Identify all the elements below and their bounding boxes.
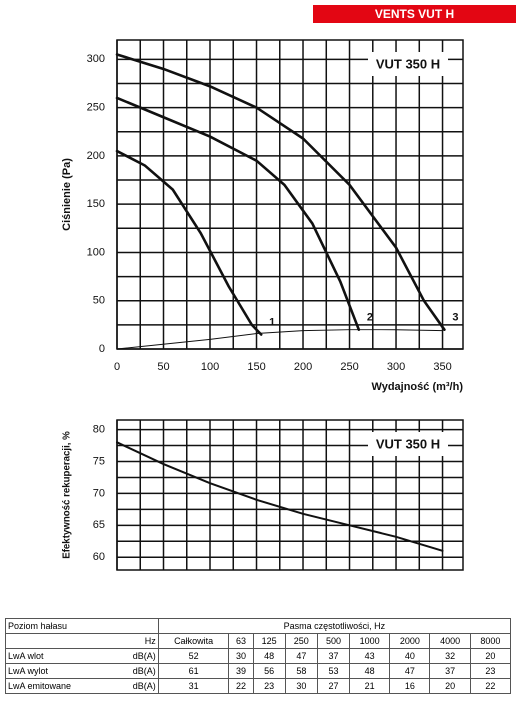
y-tick-label: 60	[93, 551, 105, 563]
x-axis-title: Wydajność (m³/h)	[372, 381, 464, 393]
y-tick-label: 65	[93, 519, 105, 531]
column-header: 8000	[469, 633, 512, 649]
table-row: LwA wlot dB(A) 52 30 48 47 37 43 40 32 20	[5, 648, 512, 664]
cell: 22	[228, 678, 254, 694]
cell: 48	[349, 663, 391, 679]
cell: 40	[389, 648, 431, 664]
unit-header: Hz	[114, 633, 159, 649]
curve	[115, 53, 446, 331]
model-label-text: VUT 350 H	[376, 436, 440, 451]
cell: 61	[157, 663, 230, 679]
row-unit: dB(A)	[114, 663, 159, 679]
cell: 43	[349, 648, 391, 664]
cell: 22	[469, 678, 512, 694]
x-tick-label: 100	[201, 361, 219, 373]
y-tick-label: 250	[87, 102, 105, 114]
column-header: 250	[284, 633, 318, 649]
row-label: LwA wlot	[5, 648, 115, 664]
cell: 37	[429, 663, 471, 679]
row-label: LwA wylot	[5, 663, 115, 679]
cell: 30	[284, 678, 318, 694]
column-header: 500	[316, 633, 351, 649]
curve-label: 2	[367, 312, 373, 324]
table-row: LwA wylot dB(A) 61 39 56 58 53 48 47 37 23	[5, 663, 512, 679]
cell: 27	[316, 678, 351, 694]
cell: 20	[429, 678, 471, 694]
cell: 23	[469, 663, 512, 679]
cell: 32	[429, 648, 471, 664]
y-tick-label: 150	[87, 198, 105, 210]
row-label: LwA emitowane	[5, 678, 115, 694]
y-tick-label: 50	[93, 295, 105, 307]
model-label: VUT 350 H	[368, 52, 448, 76]
cell: 52	[157, 648, 230, 664]
cell: 16	[389, 678, 431, 694]
x-tick-label: 0	[114, 361, 120, 373]
column-header: Całkowita	[157, 633, 230, 649]
cell: 30	[228, 648, 254, 664]
cell: 47	[389, 663, 431, 679]
column-header: 4000	[429, 633, 471, 649]
x-tick-label: 50	[157, 361, 169, 373]
cell: 47	[284, 648, 318, 664]
x-tick-label: 350	[433, 361, 451, 373]
x-tick-label: 300	[387, 361, 405, 373]
column-header: 125	[252, 633, 286, 649]
cell: 37	[316, 648, 351, 664]
curve	[115, 96, 361, 331]
cell: 31	[157, 678, 230, 694]
curve	[116, 329, 444, 350]
x-tick-label: 200	[294, 361, 312, 373]
cell: 21	[349, 678, 391, 694]
y-tick-label: 75	[93, 455, 105, 467]
curve-label: 1	[269, 316, 275, 328]
x-tick-label: 250	[340, 361, 358, 373]
y-tick-label: 80	[93, 423, 105, 435]
model-label-box	[368, 52, 448, 76]
curve	[116, 441, 444, 552]
band-title: Pasma częstotliwości, Hz	[157, 618, 512, 634]
table-title: Poziom hałasu	[5, 618, 159, 634]
cell: 53	[316, 663, 351, 679]
model-label-box	[368, 432, 448, 456]
y-axis-title: Ciśnienie (Pa)	[61, 158, 73, 231]
cell: 56	[252, 663, 286, 679]
header-badge: VENTS VUT H	[313, 5, 516, 23]
y-tick-label: 0	[99, 343, 105, 355]
cell: 58	[284, 663, 318, 679]
curve-label: 3	[452, 312, 458, 324]
y-tick-label: 100	[87, 246, 105, 258]
cell: 39	[228, 663, 254, 679]
y-tick-label: 70	[93, 487, 105, 499]
column-header: 1000	[349, 633, 391, 649]
cell: 48	[252, 648, 286, 664]
column-header: 2000	[389, 633, 431, 649]
model-label-text: VUT 350 H	[376, 56, 440, 71]
table-row: LwA emitowane dB(A) 31 22 23 30 27 21 16 20 22	[5, 678, 512, 694]
y-axis-title: Efektywność rekuperacji, %	[62, 431, 73, 559]
x-tick-label: 150	[247, 361, 265, 373]
model-label: VUT 350 H	[368, 432, 448, 456]
row-unit: dB(A)	[114, 648, 159, 664]
column-header: 63	[228, 633, 254, 649]
y-tick-label: 200	[87, 150, 105, 162]
curve	[115, 149, 263, 336]
y-tick-label: 300	[87, 53, 105, 65]
cell: 20	[469, 648, 512, 664]
charts: 0 50 100 150 200 250 300 350 0 50 100 150 200 250 300 1…	[61, 39, 464, 571]
row-unit: dB(A)	[114, 678, 159, 694]
noise-table: Poziom hałasu Pasma częstotliwości, Hz H…	[5, 618, 512, 694]
cell: 23	[252, 678, 286, 694]
